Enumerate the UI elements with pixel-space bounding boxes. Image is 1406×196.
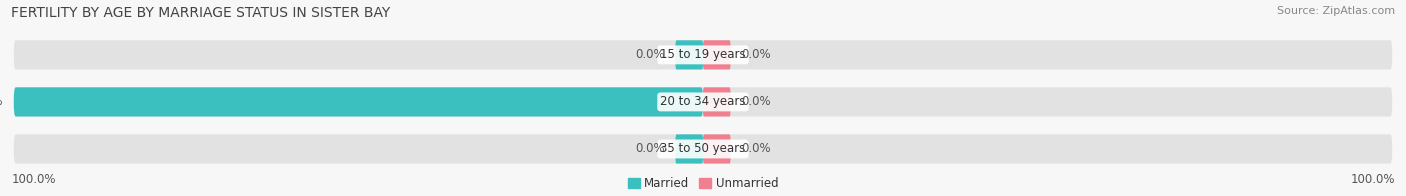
Text: 100.0%: 100.0% bbox=[1350, 173, 1395, 186]
Text: 0.0%: 0.0% bbox=[741, 48, 770, 61]
FancyBboxPatch shape bbox=[14, 40, 1392, 69]
Legend: Married, Unmarried: Married, Unmarried bbox=[628, 177, 778, 190]
Text: 100.0%: 100.0% bbox=[0, 95, 3, 108]
Text: Source: ZipAtlas.com: Source: ZipAtlas.com bbox=[1277, 6, 1395, 16]
Text: 0.0%: 0.0% bbox=[636, 142, 665, 155]
FancyBboxPatch shape bbox=[675, 40, 703, 69]
Text: 0.0%: 0.0% bbox=[741, 142, 770, 155]
Text: FERTILITY BY AGE BY MARRIAGE STATUS IN SISTER BAY: FERTILITY BY AGE BY MARRIAGE STATUS IN S… bbox=[11, 6, 391, 20]
FancyBboxPatch shape bbox=[14, 87, 1392, 116]
FancyBboxPatch shape bbox=[703, 87, 731, 116]
FancyBboxPatch shape bbox=[703, 134, 731, 163]
Text: 15 to 19 years: 15 to 19 years bbox=[661, 48, 745, 61]
Text: 100.0%: 100.0% bbox=[11, 173, 56, 186]
FancyBboxPatch shape bbox=[703, 40, 731, 69]
FancyBboxPatch shape bbox=[675, 134, 703, 163]
Text: 20 to 34 years: 20 to 34 years bbox=[661, 95, 745, 108]
Text: 35 to 50 years: 35 to 50 years bbox=[661, 142, 745, 155]
FancyBboxPatch shape bbox=[14, 87, 703, 116]
FancyBboxPatch shape bbox=[14, 134, 1392, 163]
Text: 0.0%: 0.0% bbox=[636, 48, 665, 61]
Text: 0.0%: 0.0% bbox=[741, 95, 770, 108]
